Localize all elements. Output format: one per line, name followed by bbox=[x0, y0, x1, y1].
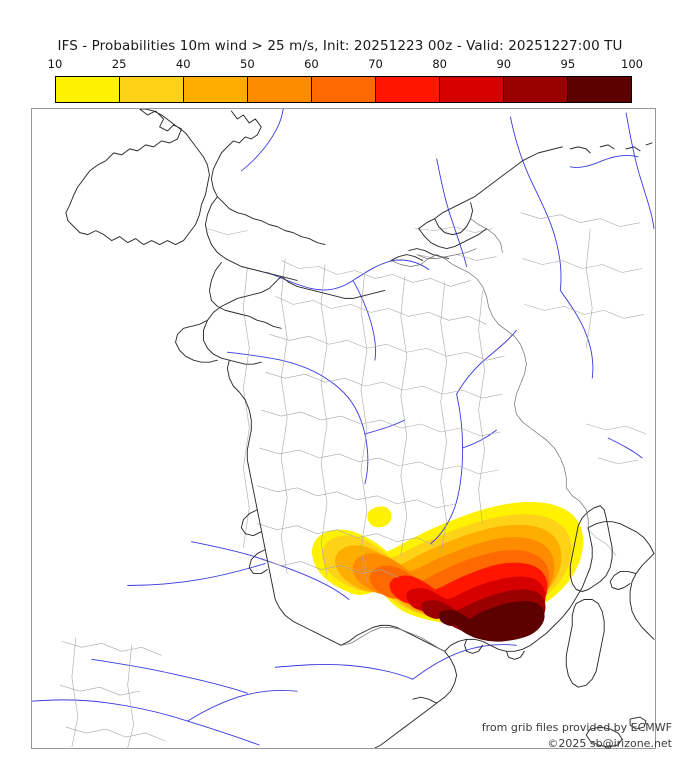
colorbar-swatch-25 bbox=[120, 77, 184, 102]
national-borders-layer bbox=[340, 218, 589, 652]
coastlines-layer bbox=[65, 109, 655, 748]
colorbar-swatch-70 bbox=[376, 77, 440, 102]
colorbar-swatches bbox=[55, 76, 632, 103]
colorbar-tick-100: 100 bbox=[621, 57, 643, 71]
map-frame[interactable] bbox=[31, 108, 656, 749]
colorbar-swatch-90 bbox=[504, 77, 568, 102]
colorbar-tick-60: 60 bbox=[304, 57, 319, 71]
colorbar-tick-80: 80 bbox=[432, 57, 447, 71]
colorbar-swatch-10 bbox=[56, 77, 120, 102]
page-title: IFS - Probabilities 10m wind > 25 m/s, I… bbox=[57, 38, 623, 54]
colorbar-swatch-40 bbox=[184, 77, 248, 102]
colorbar-tick-40: 40 bbox=[175, 57, 191, 71]
colorbar-tick-95: 95 bbox=[560, 57, 576, 71]
colorbar-tick-labels: 10 25 40 50 60 70 80 90 95 100 bbox=[48, 57, 643, 73]
colorbar-tick-25: 25 bbox=[111, 57, 127, 71]
colorbar-swatch-80 bbox=[440, 77, 504, 102]
colorbar-tick-50: 50 bbox=[240, 57, 255, 71]
rivers-layer bbox=[32, 109, 655, 746]
probability-contour-field bbox=[311, 501, 584, 642]
contour-level-95 bbox=[438, 601, 545, 642]
colorbar-tick-10: 10 bbox=[47, 57, 63, 71]
colorbar-swatch-50 bbox=[248, 77, 312, 102]
colorbar-swatch-60 bbox=[312, 77, 376, 102]
colorbar-swatch-95 bbox=[568, 77, 631, 102]
colorbar-tick-90: 90 bbox=[496, 57, 512, 71]
administrative-borders-layer bbox=[59, 212, 647, 748]
colorbar-legend: 10 25 40 50 60 70 80 90 95 100 bbox=[48, 57, 643, 103]
map-canvas[interactable] bbox=[32, 109, 655, 748]
contour-isolated-cell bbox=[367, 506, 392, 528]
colorbar-tick-70: 70 bbox=[368, 57, 383, 71]
